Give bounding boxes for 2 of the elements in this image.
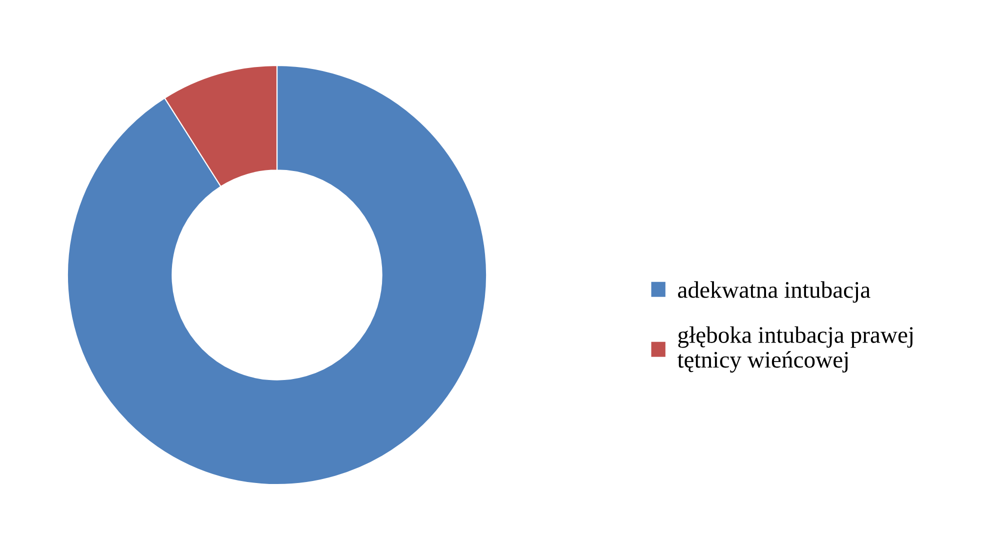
legend-label: adekwatna intubacja xyxy=(678,281,870,303)
legend-label: głęboka intubacja prawej tętnicy wieńcowej xyxy=(677,326,913,373)
